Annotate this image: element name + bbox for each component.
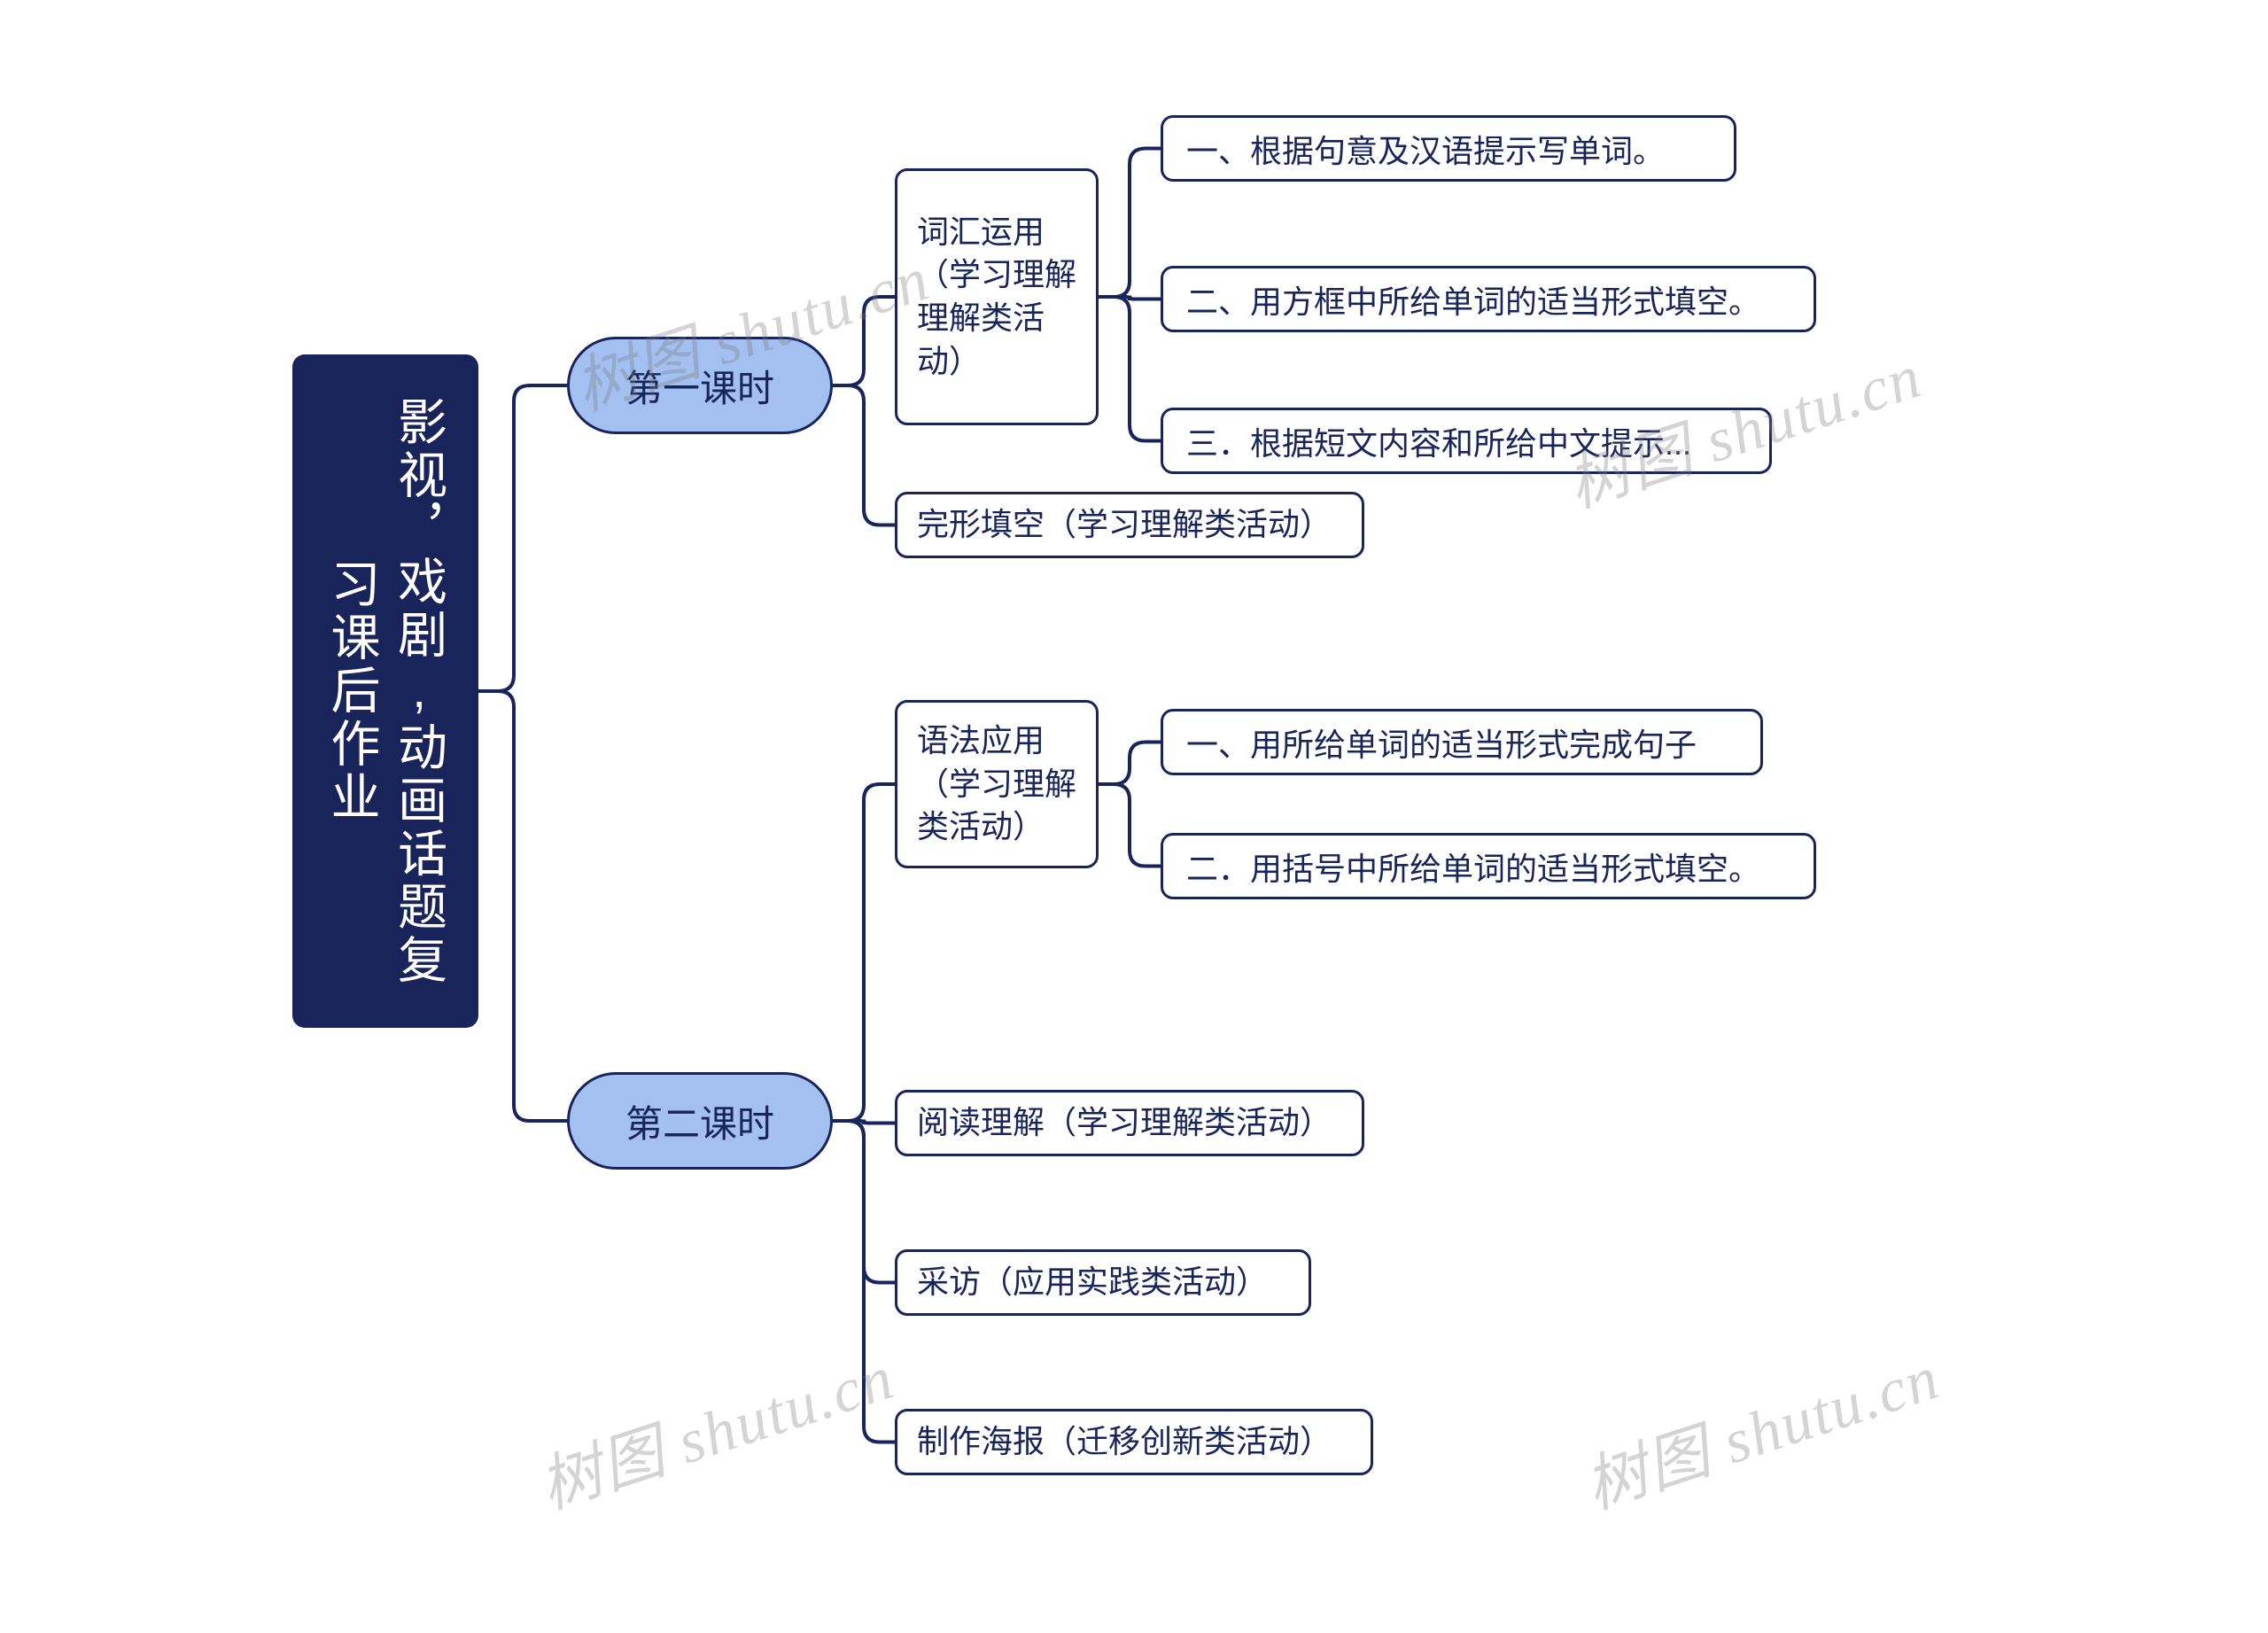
- l1-vocab-node[interactable]: 词汇运用（学习理解理解类活动）: [895, 168, 1099, 425]
- l1-cloze-node[interactable]: 完形填空（学习理解类活动）: [895, 492, 1364, 558]
- l2-grammar-node[interactable]: 语法应用（学习理解类活动）: [895, 700, 1099, 868]
- watermark: 树图 shutu.cn: [1573, 1327, 1950, 1526]
- l2-reading-node[interactable]: 阅读理解（学习理解类活动）: [895, 1090, 1364, 1156]
- l1a-task1-node[interactable]: 一、根据句意及汉语提示写单词。: [1161, 115, 1736, 182]
- l2-poster-node[interactable]: 制作海报（迁移创新类活动）: [895, 1409, 1373, 1475]
- l2-interview-node[interactable]: 采访（应用实践类活动）: [895, 1249, 1311, 1316]
- lesson2-node[interactable]: 第二课时: [567, 1072, 833, 1170]
- root-node[interactable]: 影视，戏剧,动画话题复习课后作业: [292, 354, 478, 1028]
- l2a-task2-node[interactable]: 二．用括号中所给单词的适当形式填空。: [1161, 833, 1816, 899]
- watermark: 树图 shutu.cn: [527, 1327, 905, 1526]
- l1a-task2-node[interactable]: 二、用方框中所给单词的适当形式填空。: [1161, 266, 1816, 332]
- l2a-task1-node[interactable]: 一、用所给单词的适当形式完成句子: [1161, 709, 1763, 775]
- l1a-task3-node[interactable]: 三．根据短文内容和所给中文提示...: [1161, 408, 1772, 474]
- mindmap-canvas: 影视，戏剧,动画话题复习课后作业 第一课时 第二课时 词汇运用（学习理解理解类活…: [0, 0, 2268, 1633]
- lesson1-node[interactable]: 第一课时: [567, 337, 833, 434]
